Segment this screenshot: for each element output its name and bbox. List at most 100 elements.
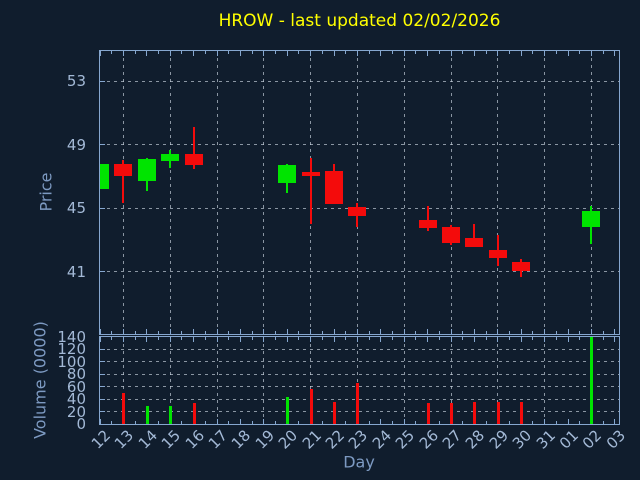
x-tick-mark <box>462 337 464 340</box>
gridline-vertical-19 <box>263 337 265 424</box>
gridline-vertical-29 <box>497 51 499 334</box>
day-tick-label-text: 25 <box>391 426 419 453</box>
gridline-vertical-29 <box>497 337 499 424</box>
x-tick-mark <box>321 337 323 340</box>
candle-body-26 <box>418 220 437 229</box>
candle-body-15 <box>161 153 180 161</box>
x-tick-mark <box>450 337 452 342</box>
x-tick-mark <box>310 329 312 334</box>
y-tick-mark <box>100 411 105 413</box>
gridline-volume-80 <box>100 373 619 375</box>
x-tick-mark <box>509 331 510 334</box>
y-tick-mark <box>100 398 105 400</box>
x-tick-mark <box>122 337 124 342</box>
x-tick-mark <box>392 337 393 340</box>
volume-tick-label-0: 0 <box>76 415 86 433</box>
chart-title: HROW - last updated 02/02/2026 <box>218 11 501 31</box>
candle-body-20 <box>278 165 297 183</box>
price-tick-label-45: 45 <box>66 199 86 218</box>
volume-bar-20 <box>286 397 290 424</box>
candle-body-23 <box>348 206 367 217</box>
x-tick-mark <box>122 51 124 56</box>
x-tick-mark <box>520 51 522 56</box>
x-tick-mark <box>134 51 136 54</box>
x-tick-mark <box>485 51 487 54</box>
x-tick-mark <box>509 51 510 54</box>
x-tick-mark <box>193 337 195 342</box>
x-tick-mark <box>345 337 347 340</box>
x-tick-mark <box>567 419 569 424</box>
x-tick-mark <box>169 51 171 56</box>
volume-bar-28 <box>473 402 477 424</box>
gridline-vertical-13 <box>122 337 124 424</box>
day-tick-label-text: 31 <box>532 426 559 453</box>
x-tick-mark <box>450 51 452 56</box>
y-tick-mark <box>100 207 105 209</box>
volume-tick-label-60: 60 <box>66 377 86 396</box>
day-tick-label-text: 16 <box>181 426 208 453</box>
x-tick-mark <box>438 421 440 424</box>
x-tick-mark <box>216 337 218 342</box>
volume-tick-label-140: 140 <box>57 328 86 346</box>
volume-bar-27 <box>450 402 453 424</box>
x-tick-mark <box>544 419 546 424</box>
x-tick-mark <box>438 331 440 334</box>
candle-body-22 <box>325 171 343 205</box>
day-tick-label-text: 26 <box>415 426 442 453</box>
candle-body-21 <box>301 171 320 176</box>
x-tick-mark <box>333 51 335 56</box>
x-tick-mark <box>286 51 288 56</box>
volume-bar-29 <box>496 402 500 424</box>
day-tick-label-text: 24 <box>368 426 395 453</box>
candle-wick-26 <box>426 206 429 232</box>
x-tick-mark <box>275 337 276 340</box>
x-tick-mark <box>263 329 265 334</box>
gridline-vertical-17 <box>216 51 218 334</box>
x-tick-mark <box>590 329 592 334</box>
x-tick-mark <box>239 51 241 56</box>
volume-bar-26 <box>426 402 430 424</box>
x-tick-mark <box>403 51 405 56</box>
x-tick-mark <box>614 419 616 424</box>
y-tick-mark <box>100 144 105 146</box>
x-tick-mark <box>473 337 475 342</box>
x-tick-mark <box>602 337 604 340</box>
x-tick-mark <box>181 421 183 424</box>
x-tick-mark <box>239 329 241 334</box>
x-tick-mark <box>567 51 569 56</box>
x-tick-mark <box>275 331 276 334</box>
x-tick-mark <box>286 337 288 342</box>
candle-body-29 <box>488 249 507 259</box>
x-tick-mark <box>555 421 557 424</box>
candle-body-14 <box>137 159 156 182</box>
x-tick-mark <box>579 331 581 334</box>
candle-wick-13 <box>122 159 125 203</box>
y-tick-mark <box>100 271 105 273</box>
x-tick-mark <box>555 331 557 334</box>
x-tick-mark <box>158 331 159 334</box>
x-tick-mark <box>614 51 616 56</box>
day-tick-label-text: 02 <box>579 426 606 453</box>
x-tick-mark <box>368 331 370 334</box>
y-tick-mark <box>100 373 105 375</box>
candle-body-16 <box>184 153 203 166</box>
gridline-vertical-17 <box>216 337 218 424</box>
x-tick-mark <box>532 331 534 334</box>
x-tick-mark <box>403 337 405 342</box>
gridline-volume-40 <box>100 398 619 400</box>
candle-body-13 <box>114 163 133 176</box>
x-tick-mark <box>532 51 534 54</box>
day-tick-label-text: 03 <box>602 426 629 453</box>
x-tick-mark <box>134 421 136 424</box>
x-tick-mark <box>239 419 241 424</box>
x-tick-mark <box>485 337 487 340</box>
x-tick-mark <box>216 419 218 424</box>
x-tick-mark <box>100 329 101 334</box>
x-tick-mark <box>181 51 183 54</box>
volume-bar-21 <box>309 388 313 424</box>
x-tick-mark <box>251 337 253 340</box>
x-tick-mark <box>193 329 195 334</box>
gridline-vertical-15 <box>169 337 171 424</box>
x-tick-mark <box>567 337 569 342</box>
y-tick-mark <box>100 80 105 82</box>
